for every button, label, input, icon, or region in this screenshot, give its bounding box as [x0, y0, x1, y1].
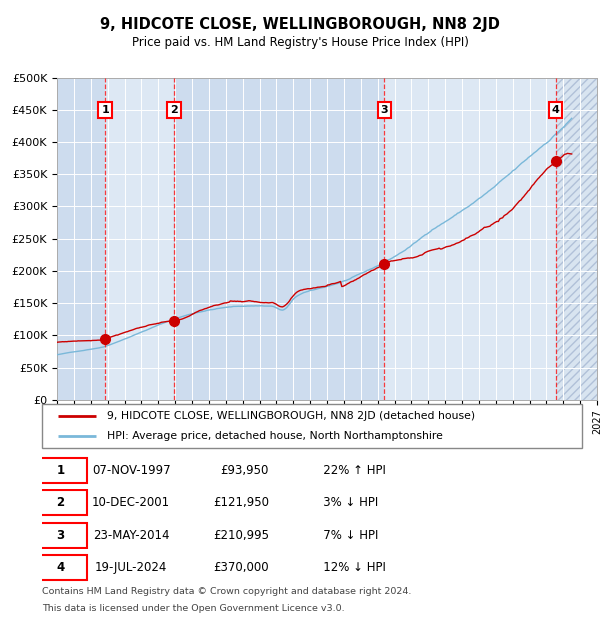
Text: £210,995: £210,995 [213, 529, 269, 542]
Text: 10-DEC-2001: 10-DEC-2001 [92, 497, 170, 510]
Text: 9, HIDCOTE CLOSE, WELLINGBOROUGH, NN8 2JD (detached house): 9, HIDCOTE CLOSE, WELLINGBOROUGH, NN8 2J… [107, 412, 475, 422]
Bar [174, 78, 384, 400]
Text: 9, HIDCOTE CLOSE, WELLINGBOROUGH, NN8 2JD: 9, HIDCOTE CLOSE, WELLINGBOROUGH, NN8 2J… [100, 17, 500, 32]
FancyBboxPatch shape [34, 490, 87, 515]
Text: £93,950: £93,950 [220, 464, 269, 477]
Bar [57, 78, 105, 400]
Text: 19-JUL-2024: 19-JUL-2024 [95, 561, 167, 574]
Bar [105, 78, 174, 400]
Text: 3: 3 [56, 529, 64, 542]
FancyBboxPatch shape [34, 458, 87, 483]
Text: 22% ↑ HPI: 22% ↑ HPI [312, 464, 386, 477]
Text: 1: 1 [56, 464, 64, 477]
Text: 12% ↓ HPI: 12% ↓ HPI [312, 561, 386, 574]
Text: 07-NOV-1997: 07-NOV-1997 [92, 464, 170, 477]
Text: 23-MAY-2014: 23-MAY-2014 [93, 529, 169, 542]
Text: Price paid vs. HM Land Registry's House Price Index (HPI): Price paid vs. HM Land Registry's House … [131, 36, 469, 48]
FancyBboxPatch shape [34, 555, 87, 580]
Text: This data is licensed under the Open Government Licence v3.0.: This data is licensed under the Open Gov… [42, 604, 344, 613]
Text: 4: 4 [552, 105, 560, 115]
Text: £121,950: £121,950 [213, 497, 269, 510]
Text: 2: 2 [56, 497, 64, 510]
Bar [556, 78, 597, 400]
Text: Contains HM Land Registry data © Crown copyright and database right 2024.: Contains HM Land Registry data © Crown c… [42, 587, 412, 596]
Text: 2: 2 [170, 105, 178, 115]
Text: 4: 4 [56, 561, 64, 574]
Text: 7% ↓ HPI: 7% ↓ HPI [312, 529, 379, 542]
Text: 3% ↓ HPI: 3% ↓ HPI [312, 497, 378, 510]
Text: 3: 3 [380, 105, 388, 115]
Text: £370,000: £370,000 [213, 561, 269, 574]
Text: HPI: Average price, detached house, North Northamptonshire: HPI: Average price, detached house, Nort… [107, 432, 443, 441]
FancyBboxPatch shape [34, 523, 87, 547]
Bar [384, 78, 556, 400]
FancyBboxPatch shape [42, 404, 582, 448]
Text: 1: 1 [101, 105, 109, 115]
